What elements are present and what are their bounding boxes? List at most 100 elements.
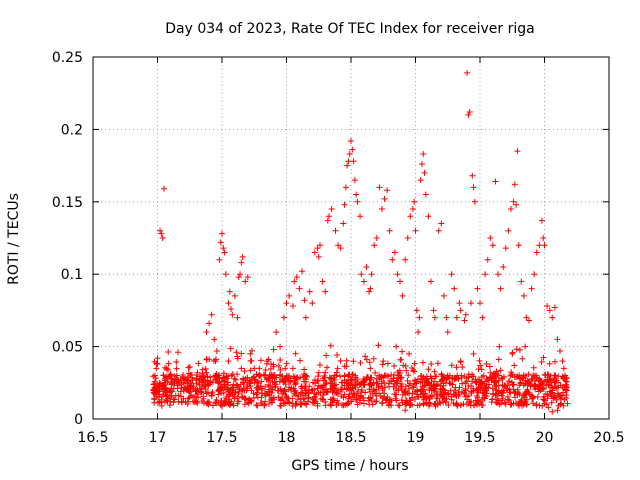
data-point <box>344 380 351 387</box>
data-point <box>420 151 427 158</box>
data-point <box>337 373 344 380</box>
data-point <box>494 372 501 379</box>
data-point <box>173 365 180 372</box>
data-point <box>411 198 418 205</box>
data-point <box>528 285 535 292</box>
data-point <box>468 388 475 395</box>
data-point <box>225 358 232 365</box>
data-point <box>523 314 530 321</box>
data-point <box>417 386 424 393</box>
data-point <box>324 364 331 371</box>
data-point <box>487 235 494 241</box>
data-point <box>406 382 413 389</box>
data-point <box>428 360 435 367</box>
data-point <box>546 360 553 367</box>
data-point <box>465 111 472 118</box>
data-point <box>222 384 229 391</box>
data-point <box>474 285 481 292</box>
data-point <box>430 386 437 393</box>
data-point <box>261 402 268 409</box>
data-point <box>276 378 283 385</box>
data-point <box>421 169 428 176</box>
data-point <box>381 390 388 397</box>
data-point <box>414 402 421 409</box>
data-point <box>412 227 419 234</box>
data-point <box>520 382 527 389</box>
data-point <box>165 349 172 356</box>
data-point <box>263 360 270 367</box>
data-point <box>262 367 269 374</box>
data-point <box>282 400 289 407</box>
data-point <box>184 398 191 405</box>
data-point <box>350 358 357 365</box>
data-point <box>411 368 418 375</box>
data-point <box>311 386 318 393</box>
data-point <box>459 380 466 387</box>
data-point <box>394 380 401 387</box>
data-point <box>351 177 358 184</box>
data-point <box>294 375 301 382</box>
data-point <box>340 402 347 409</box>
data-point <box>354 198 361 205</box>
data-point <box>196 379 203 386</box>
data-point <box>326 213 333 220</box>
data-point <box>350 158 357 165</box>
data-point <box>290 385 297 392</box>
data-point <box>505 396 512 403</box>
data-point <box>505 227 512 234</box>
data-point <box>164 366 171 373</box>
data-point <box>166 402 173 409</box>
data-point <box>306 288 313 295</box>
data-point <box>174 349 181 356</box>
data-point <box>324 217 331 224</box>
data-point <box>559 373 566 380</box>
data-point <box>216 256 223 263</box>
data-point <box>327 342 334 349</box>
data-point <box>376 184 383 191</box>
data-point <box>484 377 491 384</box>
data-point <box>367 376 374 383</box>
data-point <box>278 387 285 394</box>
data-point <box>331 385 338 392</box>
data-point <box>251 373 258 380</box>
data-point <box>333 369 340 376</box>
data-point <box>399 292 406 299</box>
data-point <box>508 369 515 376</box>
data-point <box>427 278 434 285</box>
data-point <box>268 372 275 379</box>
data-point <box>453 314 460 321</box>
y-tick-label: 0 <box>74 412 83 428</box>
data-point <box>551 304 558 311</box>
data-point <box>447 387 454 394</box>
data-point <box>241 401 248 408</box>
data-point <box>174 385 181 392</box>
data-point <box>352 396 359 403</box>
data-point <box>242 278 249 285</box>
data-point <box>490 390 497 397</box>
data-point <box>545 371 552 378</box>
data-point <box>289 303 296 310</box>
data-point <box>443 398 450 405</box>
data-point <box>262 383 269 390</box>
data-point <box>535 377 542 384</box>
data-point <box>270 361 277 368</box>
data-point <box>302 314 309 321</box>
data-point <box>185 364 192 371</box>
data-point <box>398 374 405 381</box>
data-point <box>384 187 391 194</box>
data-point <box>457 307 464 314</box>
data-point <box>507 206 514 213</box>
data-point <box>258 378 265 385</box>
data-point <box>420 390 427 397</box>
data-point <box>167 371 174 378</box>
data-point <box>464 393 471 400</box>
data-point <box>236 386 243 393</box>
data-point <box>363 373 370 380</box>
data-point <box>453 364 460 371</box>
data-point <box>223 373 230 380</box>
data-point <box>314 400 321 407</box>
data-point <box>556 347 563 354</box>
data-point <box>329 396 336 403</box>
data-point <box>363 356 370 363</box>
data-point <box>297 401 304 408</box>
